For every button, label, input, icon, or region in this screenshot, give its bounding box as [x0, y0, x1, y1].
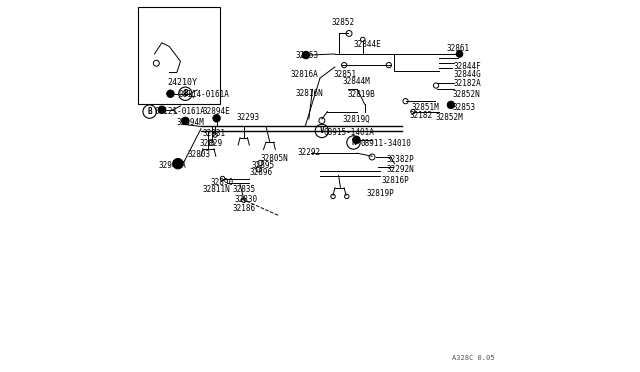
Text: V: V	[319, 126, 324, 135]
Text: 32182A: 32182A	[454, 79, 482, 88]
Text: 08121-0161A: 08121-0161A	[154, 107, 205, 116]
Text: 32861: 32861	[447, 44, 470, 53]
Text: 32844G: 32844G	[454, 70, 482, 79]
Text: 32292: 32292	[298, 148, 321, 157]
Text: B: B	[183, 89, 188, 98]
Text: 32803: 32803	[188, 150, 211, 159]
Text: N: N	[351, 138, 356, 147]
Text: 32816P: 32816P	[381, 176, 409, 185]
Text: 32844E: 32844E	[353, 40, 381, 49]
Text: 32852: 32852	[331, 18, 355, 27]
Circle shape	[447, 101, 454, 109]
Circle shape	[353, 136, 360, 144]
Text: 32182: 32182	[410, 111, 433, 120]
Text: 32819Q: 32819Q	[342, 115, 370, 124]
Text: 08114-0161A: 08114-0161A	[179, 90, 230, 99]
Text: 32852M: 32852M	[435, 113, 463, 122]
Text: 32844F: 32844F	[454, 62, 482, 71]
Text: 32853: 32853	[452, 103, 475, 112]
Text: 32805N: 32805N	[260, 154, 288, 163]
Text: 32851M: 32851M	[411, 103, 439, 112]
Text: 32894E: 32894E	[203, 107, 230, 116]
Text: 32816A: 32816A	[291, 70, 318, 79]
Text: 08911-34010: 08911-34010	[361, 139, 412, 148]
Circle shape	[158, 106, 166, 113]
Text: 32894M: 32894M	[177, 118, 205, 127]
Text: 32293: 32293	[236, 113, 259, 122]
Circle shape	[302, 51, 310, 59]
Text: 08915-1401A: 08915-1401A	[324, 128, 374, 137]
Text: 32895: 32895	[251, 161, 275, 170]
Circle shape	[182, 117, 189, 125]
Circle shape	[213, 115, 220, 122]
Text: 32851: 32851	[333, 70, 356, 79]
Circle shape	[456, 51, 463, 57]
Circle shape	[173, 158, 183, 169]
Text: B: B	[147, 107, 152, 116]
Text: 32829: 32829	[199, 139, 222, 148]
Text: 32382P: 32382P	[387, 155, 415, 164]
Text: 24210Y: 24210Y	[168, 78, 198, 87]
Text: 32819B: 32819B	[348, 90, 376, 99]
Text: 32186: 32186	[232, 204, 256, 213]
Text: 32816N: 32816N	[296, 89, 324, 97]
Text: 32844M: 32844M	[342, 77, 370, 86]
Text: 32835: 32835	[232, 185, 256, 194]
Text: 32896: 32896	[250, 169, 273, 177]
Text: 32830: 32830	[234, 195, 257, 203]
Text: 32819P: 32819P	[367, 189, 394, 198]
Bar	[138, 7, 220, 104]
Text: 32853: 32853	[296, 51, 319, 60]
Text: 32292N: 32292N	[387, 165, 415, 174]
Circle shape	[167, 90, 174, 97]
Text: 32811N: 32811N	[203, 185, 230, 194]
Text: 32890: 32890	[211, 178, 234, 187]
Text: A328C 0.05: A328C 0.05	[452, 355, 495, 361]
Text: 32852N: 32852N	[452, 90, 480, 99]
Text: 32947A: 32947A	[158, 161, 186, 170]
Text: 32831: 32831	[203, 129, 226, 138]
